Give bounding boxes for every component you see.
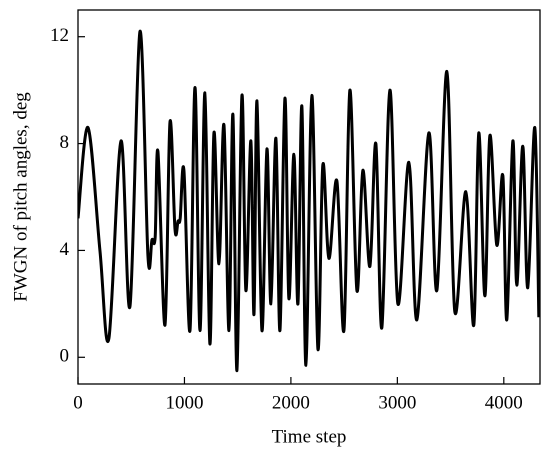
x-tick-label: 1000 [165,392,203,413]
y-tick-label: 4 [60,239,70,260]
x-axis-label: Time step [272,426,347,447]
plot-frame [77,9,541,385]
y-tick-label: 12 [50,25,69,46]
x-tick-label: 0 [73,392,83,413]
y-tick-label: 0 [60,346,70,367]
data-line [78,29,540,373]
x-tick-label: 3000 [378,392,416,413]
x-tick-label: 4000 [485,392,523,413]
y-tick-label: 8 [60,132,70,153]
x-tick-label: 2000 [272,392,310,413]
y-axis-label: FWGN of pitch angles, deg [10,92,31,302]
